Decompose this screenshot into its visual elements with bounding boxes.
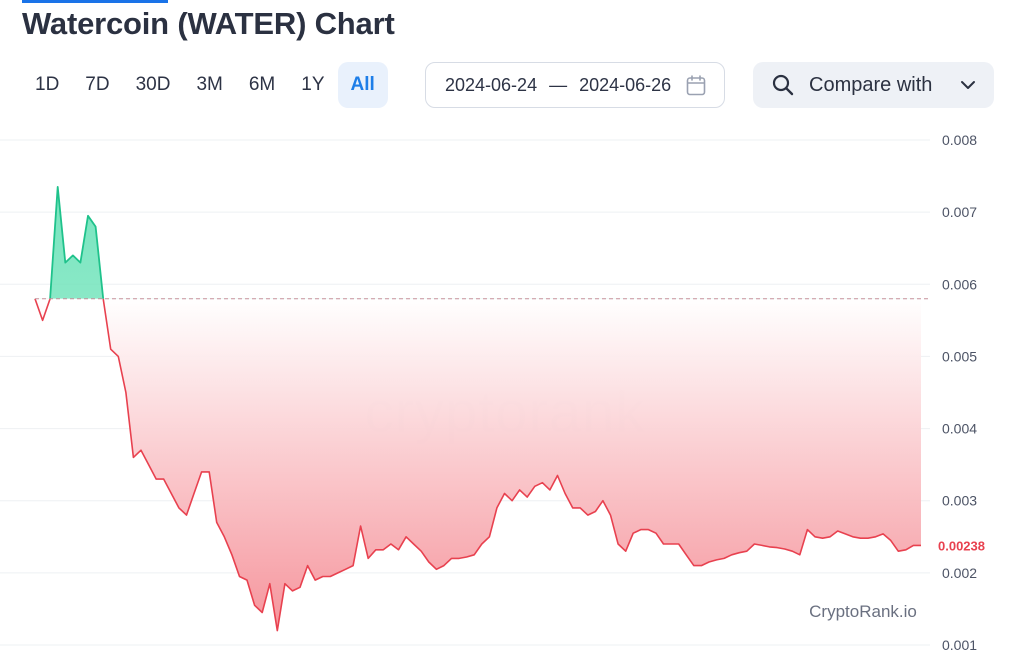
source-label: CryptoRank.io: [809, 602, 917, 621]
search-icon: [772, 74, 794, 96]
below-baseline-area: [35, 298, 921, 631]
date-to: 2024-06-26: [579, 74, 672, 95]
compare-with-label: Compare with: [809, 73, 933, 96]
current-price-label: 0.00238: [938, 538, 985, 553]
active-tab-indicator: [22, 0, 168, 3]
range-6m-button[interactable]: 6M: [248, 74, 276, 95]
compare-with-button[interactable]: Compare with: [753, 62, 994, 108]
y-tick-label: 0.007: [942, 204, 977, 220]
price-line-down: [34, 298, 921, 632]
date-separator: —: [549, 74, 568, 95]
calendar-icon[interactable]: [686, 75, 706, 96]
y-tick-label: 0.008: [942, 132, 977, 148]
range-30d-button[interactable]: 30D: [135, 74, 171, 95]
current-price-tag: 0.00238: [933, 534, 1024, 557]
range-3m-button[interactable]: 3M: [196, 74, 223, 95]
y-tick-label: 0.004: [942, 421, 977, 437]
page-title: Watercoin (WATER) Chart: [22, 6, 395, 41]
y-tick-label: 0.003: [942, 493, 977, 509]
y-tick-label: 0.005: [942, 348, 977, 364]
date-from: 2024-06-24: [445, 74, 538, 95]
y-axis: 0.008 0.007 0.006 0.005 0.004 0.003 0.002 0.001: [942, 132, 977, 653]
range-all-button[interactable]: All: [337, 62, 388, 108]
time-range-selector: 1D 7D 30D 3M 6M 1Y All: [22, 62, 388, 108]
range-1d-button[interactable]: 1D: [35, 74, 60, 95]
chevron-down-icon: [961, 81, 975, 89]
range-1y-button[interactable]: 1Y: [301, 74, 325, 95]
price-area: [34, 186, 921, 632]
y-tick-label: 0.002: [942, 565, 977, 581]
range-7d-button[interactable]: 7D: [85, 74, 110, 95]
y-tick-label: 0.001: [942, 637, 977, 653]
date-range-picker[interactable]: 2024-06-24 — 2024-06-26: [425, 62, 725, 108]
y-tick-label: 0.006: [942, 276, 977, 292]
